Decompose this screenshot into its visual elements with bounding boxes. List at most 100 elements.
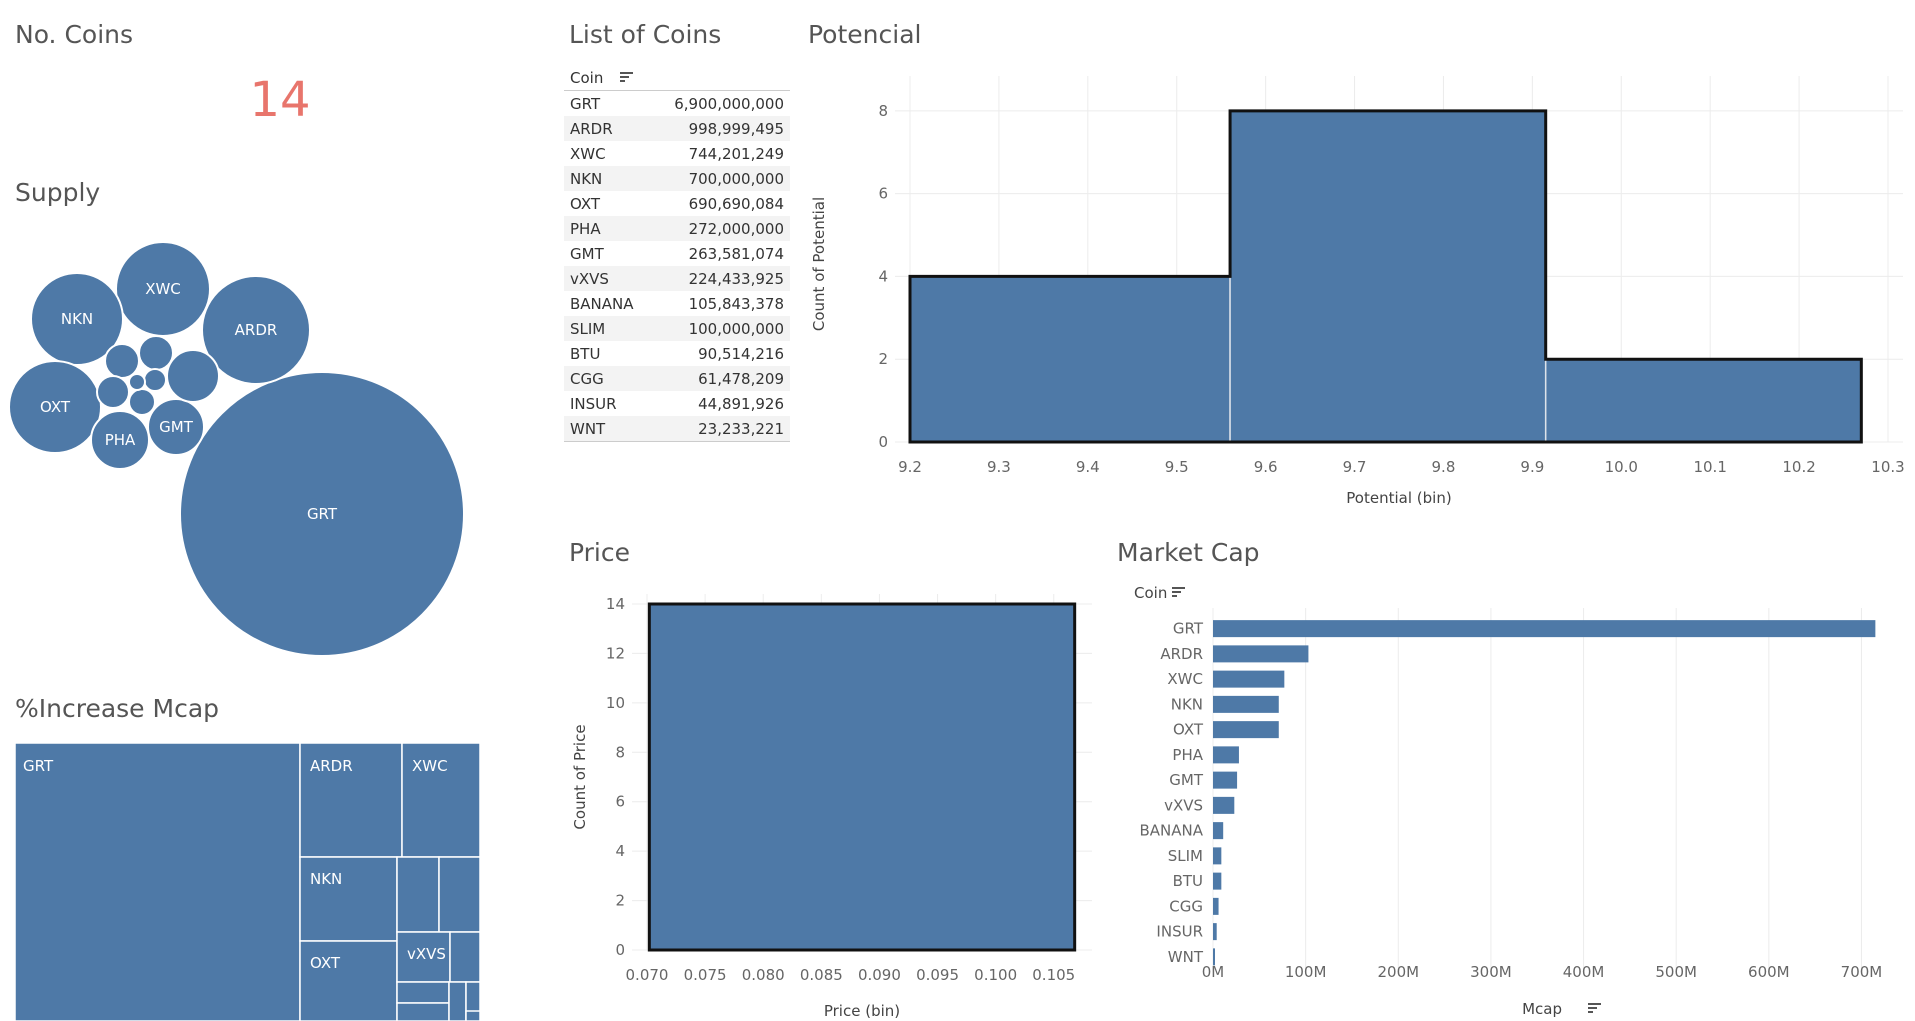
coin-column-header[interactable]: Coin — [564, 66, 651, 91]
table-row[interactable]: vXVS 224,433,925 — [564, 266, 790, 291]
table-row[interactable]: WNT 23,233,221 — [564, 416, 790, 442]
table-row[interactable]: PHA 272,000,000 — [564, 216, 790, 241]
mcap-bar[interactable] — [1213, 721, 1279, 739]
coin-cell: GRT — [570, 94, 601, 113]
supply-cell: 90,514,216 — [698, 344, 784, 363]
bubble-nkn[interactable] — [30, 272, 124, 366]
bubble-oxt[interactable] — [8, 360, 102, 454]
tile-wnt[interactable] — [465, 1010, 480, 1021]
supply-cell: 224,433,925 — [650, 266, 790, 291]
tile-oxt[interactable] — [299, 940, 398, 1021]
tile-grt[interactable] — [15, 743, 301, 1021]
x-axis-label: Potential (bin) — [1346, 489, 1451, 507]
coin-cell: OXT — [570, 194, 601, 213]
x-tick-label: 0.090 — [858, 966, 901, 984]
table-row[interactable]: BANANA 105,843,378 — [564, 291, 790, 316]
supply-cell: 744,201,249 — [688, 144, 784, 163]
sort-descending-icon[interactable] — [1588, 1003, 1601, 1013]
table-row[interactable]: OXT 690,690,084 — [564, 191, 790, 216]
mcap-bar[interactable] — [1213, 897, 1219, 915]
x-tick-label: 9.4 — [1076, 458, 1100, 476]
tile-pha[interactable] — [396, 856, 440, 933]
y-tick-label: 6 — [615, 793, 625, 811]
category-label: OXT — [1173, 721, 1204, 739]
x-tick-label: 700M — [1841, 963, 1883, 981]
tile-gmt[interactable] — [438, 856, 480, 933]
y-tick-label: 10 — [606, 694, 625, 712]
y-tick-label: 0 — [878, 433, 888, 451]
sort-descending-icon[interactable] — [1172, 587, 1185, 597]
mcap-bar[interactable] — [1213, 645, 1309, 663]
bubble-btu[interactable] — [96, 375, 130, 409]
coin-cell: SLIM — [564, 316, 651, 341]
bubble-gmt[interactable] — [147, 398, 205, 456]
table-row[interactable]: NKN 700,000,000 — [564, 166, 790, 191]
histogram-outline — [908, 109, 1863, 444]
bubble-vxvs[interactable] — [166, 349, 220, 403]
x-tick-label: 10.2 — [1782, 458, 1815, 476]
bubble-pha[interactable] — [90, 410, 150, 470]
supply-cell: 44,891,926 — [698, 394, 784, 413]
bubble-xwc[interactable] — [115, 241, 211, 337]
y-axis-label: Count of Potential — [810, 197, 828, 331]
tile-slim[interactable] — [396, 981, 450, 1004]
category-label: BANANA — [1139, 822, 1203, 840]
tile-cgg[interactable] — [448, 981, 467, 1021]
category-label: CGG — [1169, 897, 1203, 915]
x-axis-label: Mcap — [1522, 1000, 1562, 1018]
price-histogram: 0.070 0.075 0.080 0.085 0.090 0.095 0.100 0.105… — [571, 594, 1092, 1020]
bubble-insur[interactable] — [143, 368, 167, 392]
coin-cell: vXVS — [564, 266, 651, 291]
bubble-slim[interactable] — [138, 335, 174, 371]
mcap-bar[interactable] — [1213, 695, 1279, 713]
supply-cell: 272,000,000 — [650, 216, 790, 241]
bubble-grt[interactable] — [179, 371, 465, 657]
table-row[interactable]: XWC 744,201,249 — [564, 141, 790, 166]
bubble-label: GRT — [307, 505, 338, 523]
mcap-bar[interactable] — [1213, 620, 1876, 638]
table-row[interactable]: SLIM 100,000,000 — [564, 316, 790, 341]
coin-cell: ARDR — [564, 116, 651, 141]
supply-title: Supply — [15, 178, 101, 207]
table-row[interactable]: GRT 6,900,000,000 — [564, 91, 790, 117]
tile-xwc[interactable] — [401, 743, 480, 858]
category-label: GMT — [1169, 771, 1204, 789]
mcap-bar[interactable] — [1213, 796, 1235, 814]
bubble-cgg[interactable] — [128, 388, 156, 416]
market-cap-bar-chart: 0M 100M 200M 300M 400M 500M 600M 700M Coin GRT ARD… — [1134, 584, 1883, 1018]
x-tick-label: 9.5 — [1165, 458, 1189, 476]
mcap-bar[interactable] — [1213, 670, 1285, 688]
y-tick-label: 14 — [606, 595, 625, 613]
mcap-bar[interactable] — [1213, 847, 1222, 865]
mcap-bar[interactable] — [1213, 872, 1222, 890]
histogram-bar — [648, 603, 1076, 951]
table-row[interactable]: BTU 90,514,216 — [564, 341, 790, 366]
bubble-label: PHA — [105, 431, 136, 449]
tile-btu[interactable] — [396, 1002, 450, 1021]
x-tick-label: 400M — [1563, 963, 1605, 981]
table-row[interactable]: INSUR 44,891,926 — [564, 391, 790, 416]
bubble-wnt[interactable] — [128, 373, 146, 391]
mcap-bar[interactable] — [1213, 746, 1239, 764]
coin-cell: WNT — [564, 416, 651, 442]
sort-descending-icon[interactable] — [620, 69, 634, 87]
y-tick-label: 12 — [606, 644, 625, 662]
table-row[interactable]: GMT 263,581,074 — [564, 241, 790, 266]
category-label: XWC — [1167, 670, 1203, 688]
y-tick-label: 0 — [615, 941, 625, 959]
table-row[interactable]: ARDR 998,999,495 — [564, 116, 790, 141]
supply-bubble-chart: GRT ARDR XWC NKN OXT PHA GMT — [8, 241, 465, 657]
mcap-bar[interactable] — [1213, 771, 1238, 789]
bubble-banana[interactable] — [104, 343, 140, 379]
mcap-bar[interactable] — [1213, 923, 1217, 941]
tile-banana[interactable] — [449, 931, 480, 983]
mcap-bar[interactable] — [1213, 822, 1224, 840]
supply-cell: 6,900,000,000 — [674, 94, 784, 113]
no-coins-title: No. Coins — [15, 20, 134, 49]
category-label: WNT — [1168, 948, 1204, 966]
table-row[interactable]: CGG 61,478,209 — [564, 366, 790, 391]
tile-nkn[interactable] — [299, 856, 398, 942]
mcap-bar[interactable] — [1213, 948, 1215, 966]
bubble-ardr[interactable] — [201, 275, 311, 385]
y-tick-label: 4 — [615, 842, 625, 860]
